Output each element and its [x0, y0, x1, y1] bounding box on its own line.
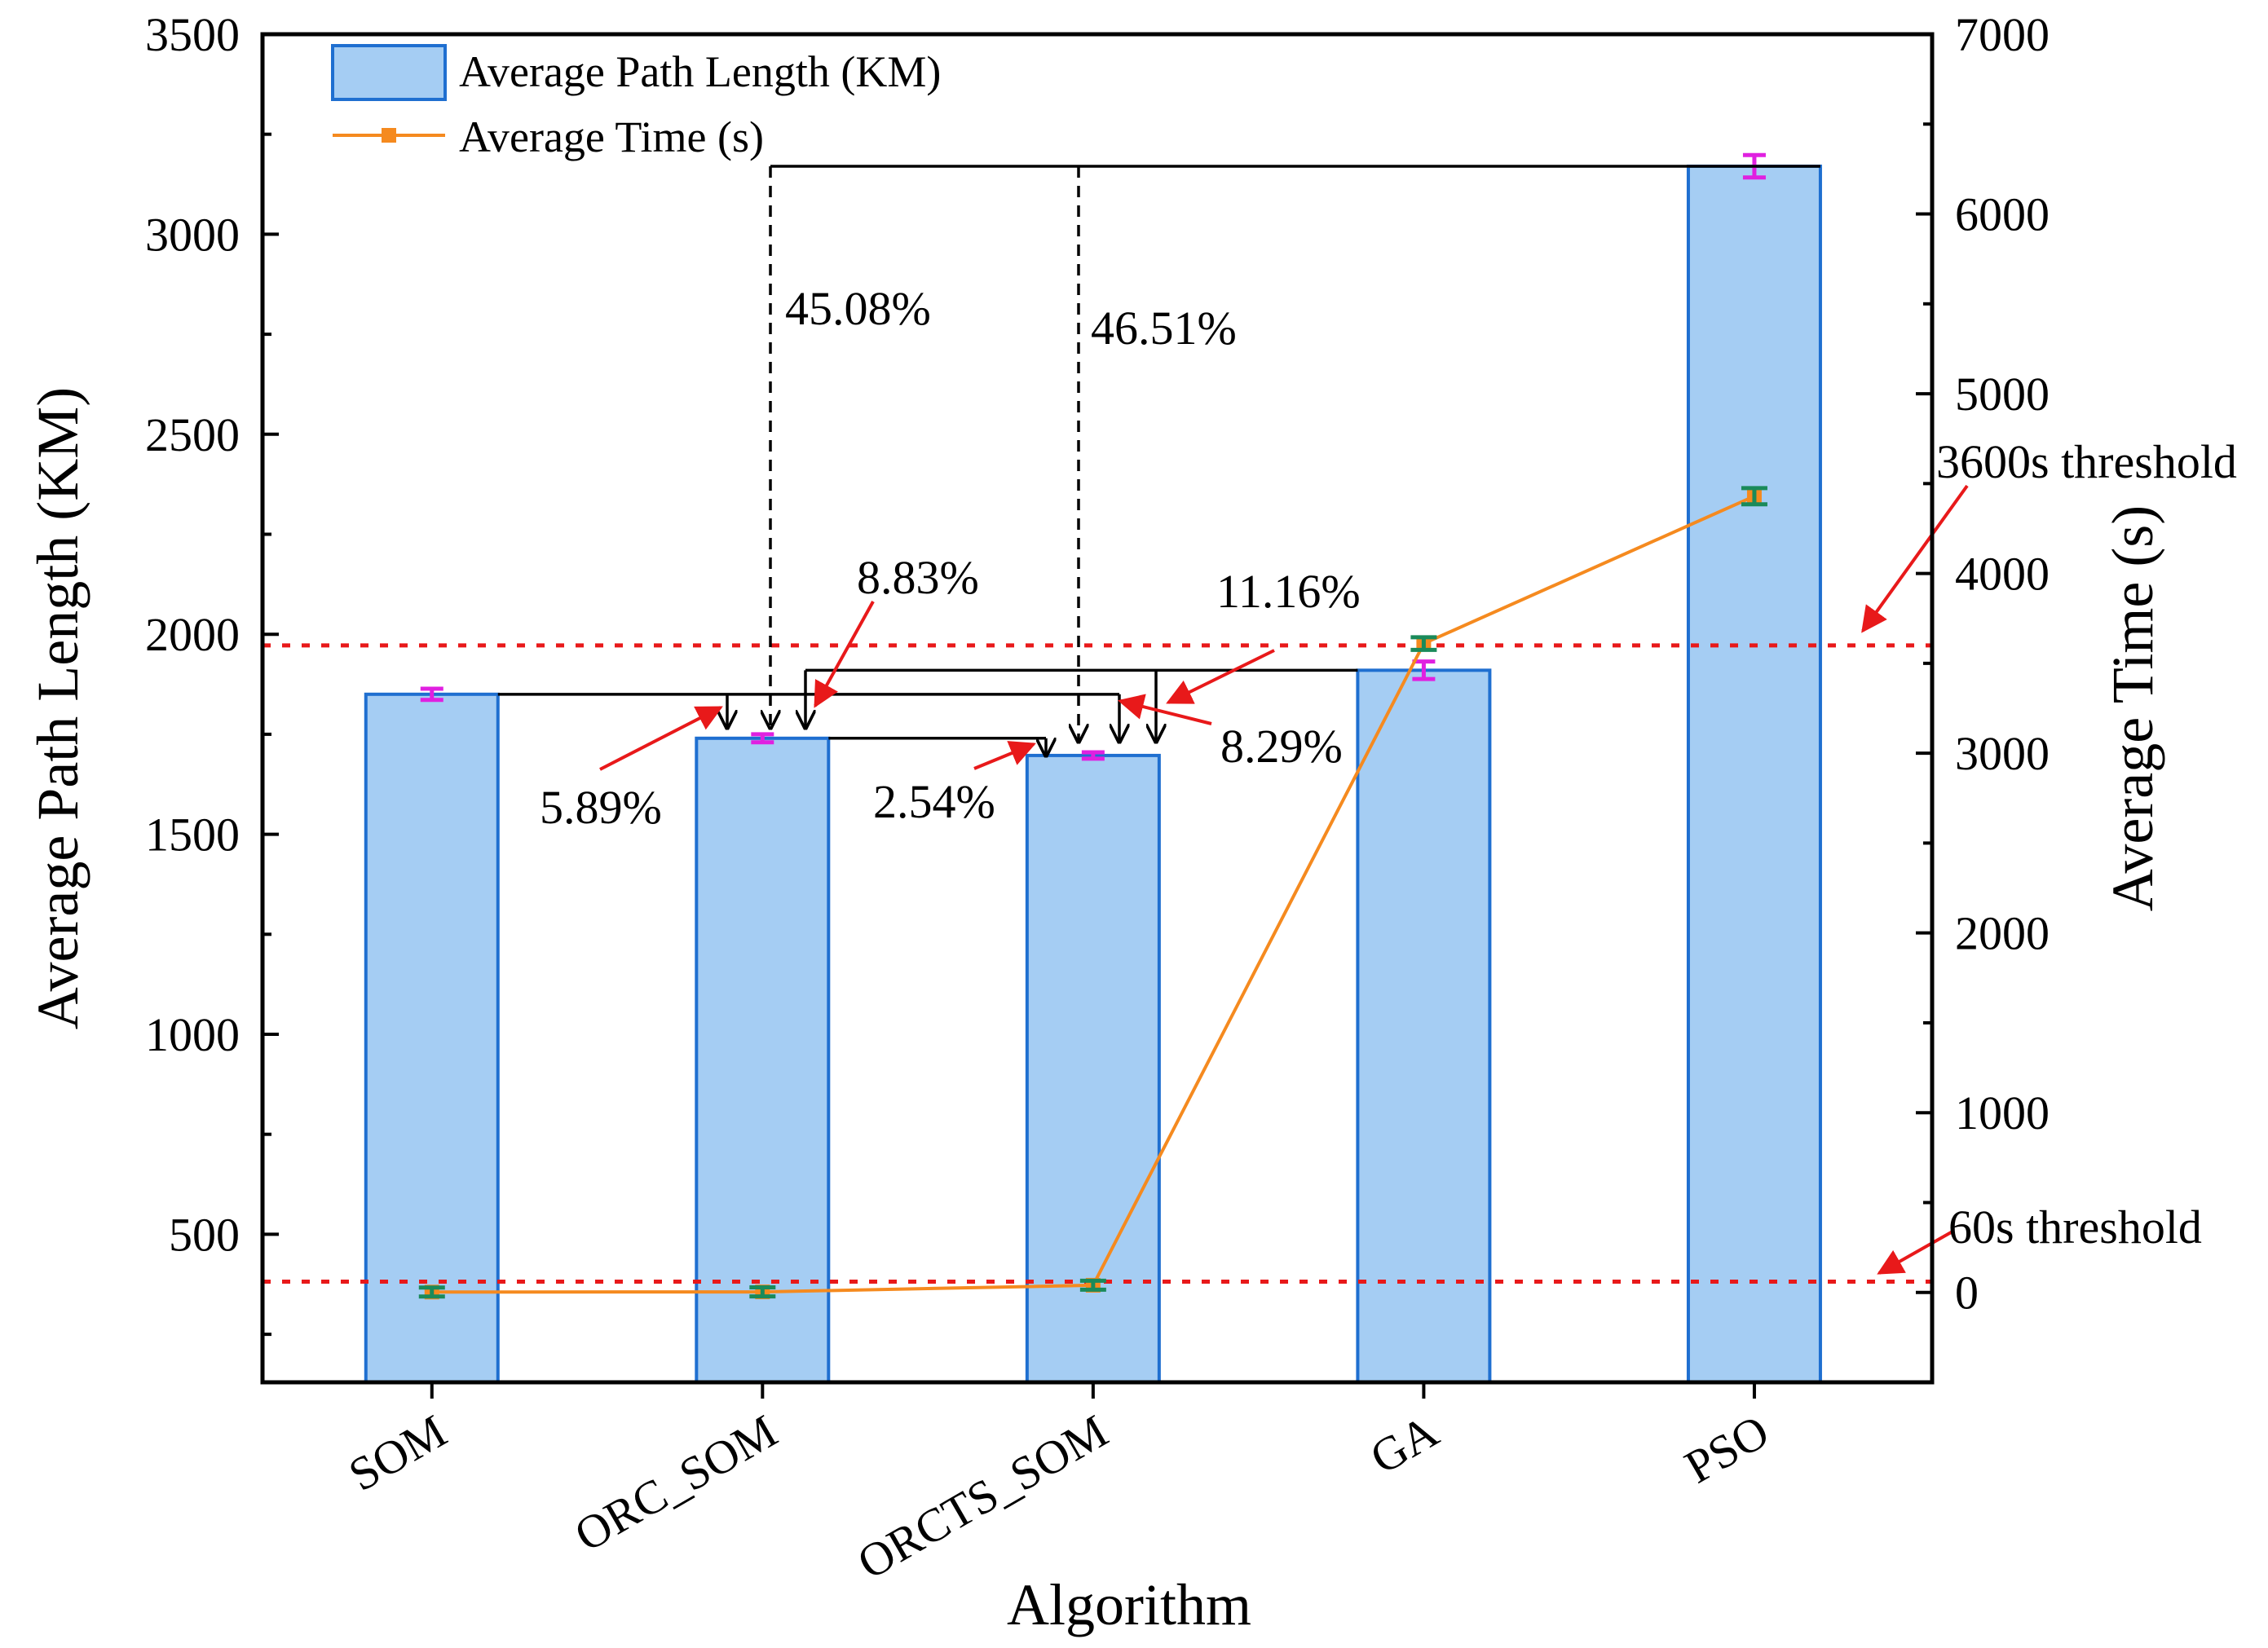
- y2-tick-label: 1000: [1955, 1086, 2050, 1139]
- annotation-label: 5.89%: [540, 781, 662, 834]
- red-arrow: [1166, 649, 1275, 704]
- y2-tick-label: 6000: [1955, 188, 2050, 241]
- x-tick-label-ORCTS_SOM: ORCTS_SOM: [849, 1404, 1116, 1589]
- y2-tick-label: 7000: [1955, 8, 2050, 61]
- time-error-PSO: [1741, 486, 1767, 507]
- annotation-label: 45.08%: [785, 282, 931, 335]
- bracket-ga: [805, 668, 1358, 742]
- plot-frame: [260, 32, 1935, 1385]
- red-arrow: [973, 741, 1036, 770]
- red-arrow: [1861, 484, 1969, 633]
- x-axis-title: Algorithm: [1007, 1572, 1251, 1637]
- bracket-som: [497, 693, 1119, 742]
- y2-tick-label: 2000: [1955, 907, 2050, 960]
- red-arrow: [814, 601, 875, 708]
- x-tick-label-GA: GA: [1361, 1404, 1447, 1484]
- y2-tick-label: 4000: [1955, 548, 2050, 601]
- x-tick-label-ORC_SOM: ORC_SOM: [566, 1404, 786, 1562]
- red-arrow: [1117, 694, 1212, 725]
- y2-tick-label: 5000: [1955, 368, 2050, 421]
- bar-ORC_SOM: [695, 736, 831, 1384]
- legend-line-label: Average Time (s): [459, 112, 764, 161]
- annotation-label: 2.54%: [873, 775, 995, 828]
- bar-ORCTS_SOM: [1025, 753, 1161, 1384]
- bar-error-ORC_SOM: [751, 732, 774, 745]
- y2-tick-label: 3000: [1955, 727, 2050, 780]
- y-tick-label: 1000: [145, 1008, 240, 1061]
- bar-SOM: [364, 692, 500, 1384]
- bracket-pso: [770, 165, 1820, 742]
- y-tick-label: 1500: [145, 809, 240, 861]
- annotation-label: 8.83%: [857, 551, 979, 604]
- legend-bar-label: Average Path Length (KM): [459, 47, 941, 96]
- x-tick-label-SOM: SOM: [340, 1404, 455, 1501]
- red-arrow: [599, 706, 723, 771]
- legend-bar-swatch: [331, 44, 447, 101]
- bracket-orc: [828, 737, 1046, 756]
- x-tick-label-PSO: PSO: [1676, 1404, 1778, 1493]
- legend: Average Path Length (KM) Average Time (s…: [331, 44, 941, 161]
- y-tick-label: 2500: [145, 408, 240, 461]
- bar-error-ORCTS_SOM: [1081, 750, 1105, 761]
- bar-PSO: [1686, 164, 1822, 1385]
- annotation-label: 11.16%: [1216, 565, 1361, 618]
- y2-tick-label: 0: [1955, 1267, 1979, 1320]
- y2-axis-title: Average Time (s): [2100, 505, 2165, 912]
- y-tick-label: 3500: [145, 8, 240, 61]
- time-error-ORC_SOM: [749, 1285, 776, 1299]
- threshold-label-60: 60s threshold: [1948, 1201, 2202, 1254]
- y-tick-label: 2000: [145, 608, 240, 661]
- time-error-SOM: [418, 1285, 445, 1299]
- threshold-label-3600: 3600s threshold: [1936, 435, 2237, 488]
- annotation-label: 46.51%: [1091, 302, 1237, 355]
- time-error-GA: [1410, 635, 1437, 652]
- legend-line-marker: [382, 128, 396, 143]
- y-tick-label: 3000: [145, 208, 240, 261]
- y-tick-label: 500: [169, 1208, 240, 1261]
- bar-error-SOM: [420, 686, 443, 703]
- time-error-ORCTS_SOM: [1079, 1278, 1106, 1292]
- bar-GA: [1356, 668, 1492, 1384]
- annotation-label: 8.29%: [1220, 720, 1343, 773]
- y-axis-title: Average Path Length (KM): [25, 387, 90, 1029]
- red-arrow: [1877, 1230, 1953, 1275]
